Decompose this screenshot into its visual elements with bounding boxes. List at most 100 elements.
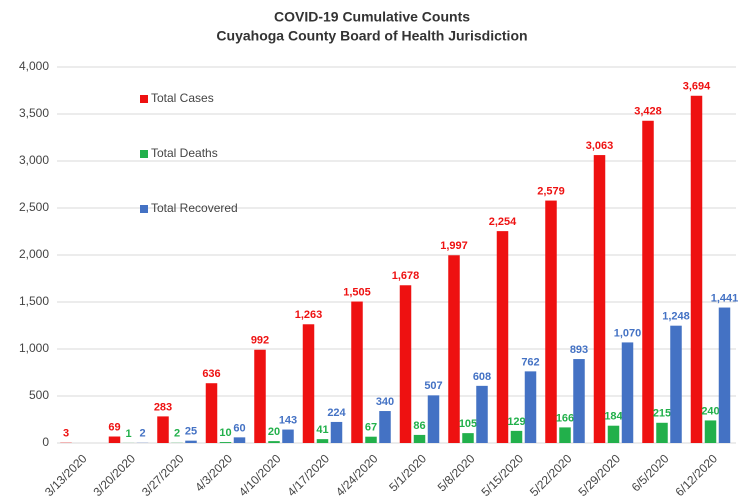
bar: [413, 434, 426, 443]
bar: [157, 416, 169, 443]
y-tick-label: 3,500: [19, 106, 49, 120]
value-label: 340: [376, 396, 394, 408]
bar: [365, 436, 377, 443]
value-label: 3,694: [683, 81, 711, 93]
y-tick-label: 3,000: [19, 153, 49, 167]
value-label: 86: [413, 420, 425, 432]
value-label: 41: [316, 424, 328, 436]
value-label: 1,263: [295, 309, 323, 321]
bar: [316, 439, 329, 443]
value-label: 283: [154, 401, 172, 413]
value-label: 224: [327, 407, 346, 419]
bar: [185, 440, 197, 443]
y-tick-label: 1,000: [19, 341, 49, 355]
chart-title: COVID-19 Cumulative Counts: [274, 9, 470, 25]
bar: [690, 95, 703, 443]
value-label: 893: [570, 344, 588, 356]
value-label: 1,248: [662, 311, 690, 323]
bar: [718, 307, 731, 443]
y-tick-label: 1,500: [19, 294, 49, 308]
value-label: 992: [251, 335, 269, 347]
bar: [282, 429, 294, 443]
bar: [379, 411, 391, 443]
value-label: 25: [185, 426, 197, 438]
value-label: 69: [108, 421, 120, 433]
x-tick-label: 6/5/2020: [629, 451, 672, 494]
bar: [704, 420, 717, 443]
legend-swatch: [140, 150, 148, 158]
x-tick-label: 4/17/2020: [284, 451, 332, 499]
value-label: 184: [604, 411, 623, 423]
value-label: 129: [507, 416, 525, 428]
value-label: 762: [521, 356, 539, 368]
x-tick-label: 4/24/2020: [333, 451, 381, 499]
bar: [219, 442, 232, 443]
bar: [268, 441, 280, 443]
value-label: 3,428: [634, 106, 662, 118]
value-label: 2,254: [489, 216, 517, 228]
value-label: 1,678: [392, 270, 420, 282]
legend-swatch: [140, 95, 148, 103]
value-label: 507: [424, 380, 442, 392]
bar: [559, 427, 571, 443]
x-tick-label: 5/8/2020: [435, 451, 478, 494]
bar: [448, 255, 460, 443]
bar: [254, 349, 266, 443]
x-tick-label: 4/3/2020: [192, 451, 235, 494]
bar: [573, 359, 585, 443]
bar: [656, 422, 668, 443]
bar: [233, 437, 246, 443]
value-label: 10: [219, 427, 231, 439]
bar: [496, 231, 509, 443]
y-tick-label: 2,000: [19, 247, 49, 261]
bar: [399, 285, 412, 443]
value-label: 215: [653, 408, 671, 420]
value-label: 3,063: [586, 140, 614, 152]
value-label: 20: [268, 426, 280, 438]
value-label: 1,441: [711, 292, 739, 304]
value-label: 1,070: [614, 327, 642, 339]
value-label: 166: [556, 412, 574, 424]
legend-label: Total Cases: [151, 91, 214, 105]
value-label: 67: [365, 422, 377, 434]
y-tick-label: 0: [42, 435, 49, 449]
value-label: 1,505: [343, 286, 371, 298]
value-label: 105: [459, 418, 477, 430]
bar: [427, 395, 440, 443]
bar: [621, 342, 634, 443]
x-tick-label: 3/27/2020: [139, 451, 187, 499]
x-tick-label: 4/10/2020: [236, 451, 284, 499]
bar: [510, 430, 523, 443]
value-label: 2,579: [537, 185, 565, 197]
bar: [524, 371, 537, 443]
bar: [351, 301, 363, 443]
value-label: 636: [202, 368, 220, 380]
value-label: 608: [473, 371, 491, 383]
bar: [545, 200, 557, 443]
bar: [330, 421, 343, 443]
value-label: 60: [233, 422, 245, 434]
x-tick-label: 3/13/2020: [42, 451, 90, 499]
bar: [108, 436, 121, 443]
y-tick-label: 2,500: [19, 200, 49, 214]
x-tick-label: 3/20/2020: [90, 451, 138, 499]
legend-label: Total Recovered: [151, 201, 238, 215]
chart-subtitle: Cuyahoga County Board of Health Jurisdic…: [216, 28, 527, 44]
bar: [476, 385, 488, 443]
bar: [642, 120, 654, 443]
x-tick-label: 5/15/2020: [478, 451, 526, 499]
x-tick-label: 5/29/2020: [575, 451, 623, 499]
y-tick-label: 500: [29, 388, 49, 402]
legend-label: Total Deaths: [151, 146, 218, 160]
bar: [302, 324, 315, 443]
value-label: 1,997: [440, 240, 468, 252]
bar: [462, 433, 474, 443]
y-tick-label: 4,000: [19, 59, 49, 73]
value-label: 2: [174, 428, 180, 440]
value-label: 240: [701, 405, 719, 417]
value-label: 1: [125, 428, 131, 440]
bar: [607, 425, 620, 443]
bar: [670, 325, 682, 443]
x-tick-label: 6/12/2020: [672, 451, 720, 499]
